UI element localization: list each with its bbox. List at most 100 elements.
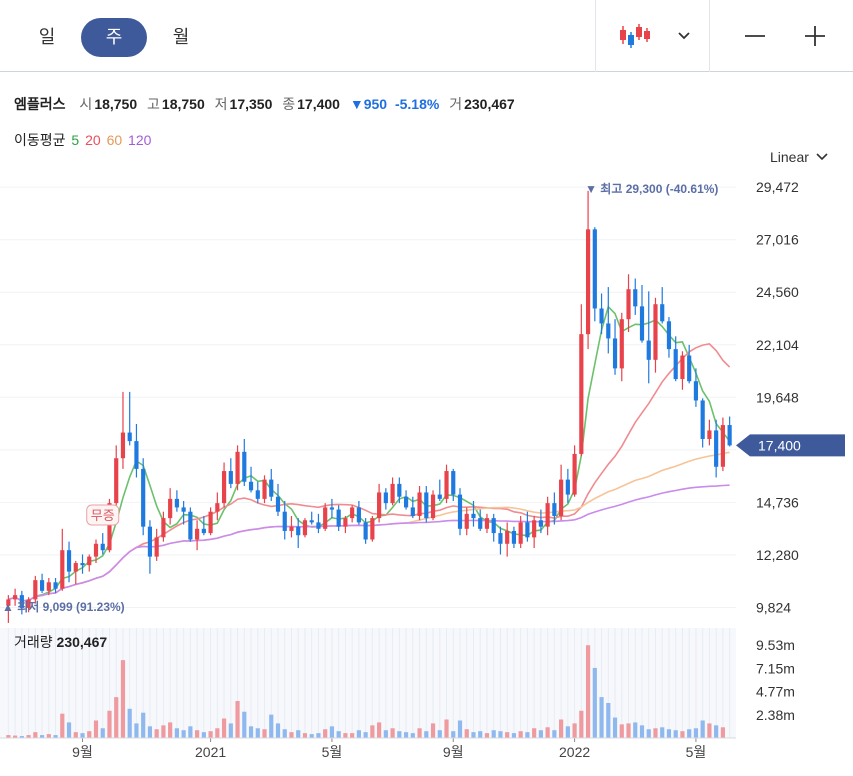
candle-body bbox=[53, 582, 58, 589]
x-tick-label: 9월 bbox=[443, 744, 464, 760]
candle-body bbox=[235, 451, 240, 484]
volume-bar bbox=[451, 731, 456, 738]
event-badge bbox=[86, 504, 120, 526]
volume-bar bbox=[26, 735, 31, 738]
candle-body bbox=[6, 599, 11, 606]
volume-bar bbox=[343, 733, 348, 738]
volume-bar bbox=[410, 733, 415, 738]
chart-type-dropdown[interactable] bbox=[670, 0, 698, 72]
volume-bar bbox=[599, 697, 604, 738]
current-price-marker bbox=[736, 434, 845, 457]
tab-month[interactable]: 월 bbox=[172, 27, 190, 47]
ma-60: 60 bbox=[106, 132, 123, 148]
candle-body bbox=[511, 530, 517, 544]
low-value: 17,350 bbox=[229, 96, 273, 112]
candle-body bbox=[599, 308, 604, 324]
volume-bar bbox=[201, 732, 206, 738]
volume-bar bbox=[275, 723, 281, 738]
candle-body bbox=[181, 507, 186, 512]
volume-bar bbox=[181, 730, 186, 738]
candle-body bbox=[215, 503, 220, 512]
candle-body bbox=[525, 522, 530, 538]
volume-bar bbox=[255, 728, 260, 738]
volume-bar bbox=[141, 712, 146, 738]
price-tick-label: 24,560 bbox=[756, 284, 799, 300]
volume-bars bbox=[6, 645, 725, 738]
tab-week[interactable]: 주 bbox=[81, 18, 147, 57]
candle-body bbox=[262, 479, 267, 499]
high-annotation: ▼ 최고 29,300 (-40.61%) bbox=[585, 181, 718, 196]
candle-body bbox=[370, 518, 375, 540]
volume-bar bbox=[626, 723, 631, 738]
volume-bar bbox=[262, 729, 267, 738]
candle-body bbox=[221, 471, 227, 504]
candle-body bbox=[471, 513, 476, 519]
volume-bar bbox=[363, 732, 368, 738]
candle-body bbox=[592, 229, 597, 309]
volume-bar bbox=[707, 723, 712, 738]
candle-body bbox=[451, 471, 456, 495]
candle-body bbox=[356, 507, 361, 523]
volume-bar bbox=[235, 701, 240, 738]
candle-body bbox=[538, 520, 543, 527]
candle-body bbox=[660, 304, 665, 322]
candle-body bbox=[619, 319, 624, 369]
zoom-out-button[interactable] bbox=[735, 0, 775, 72]
volume-bar bbox=[478, 731, 483, 738]
volume-bar bbox=[646, 729, 651, 738]
tab-day[interactable]: 일 bbox=[38, 27, 56, 47]
candle-body bbox=[39, 580, 45, 591]
candle-body bbox=[201, 528, 206, 534]
candle-body bbox=[350, 507, 355, 519]
volume-bar bbox=[565, 726, 570, 738]
candle-body bbox=[410, 507, 415, 516]
volume-bar bbox=[518, 731, 523, 738]
candle-body bbox=[653, 304, 658, 360]
volume-value: 230,467 bbox=[464, 96, 515, 112]
volume-bar bbox=[100, 728, 105, 738]
volume-bar bbox=[633, 722, 638, 738]
volume-bar bbox=[282, 729, 287, 738]
candle-body bbox=[87, 556, 92, 566]
chart-toolbar: 일 주 월 bbox=[0, 0, 853, 72]
candle-body bbox=[397, 483, 402, 497]
volume-bar bbox=[464, 729, 469, 738]
scale-selector[interactable]: Linear bbox=[770, 149, 829, 165]
chart-type-button[interactable] bbox=[612, 0, 656, 72]
open-value: 18,750 bbox=[94, 96, 138, 112]
candle-body bbox=[720, 425, 725, 467]
price-tick-label: 12,280 bbox=[756, 547, 799, 563]
candle-body bbox=[377, 492, 382, 519]
candle-body bbox=[430, 494, 436, 519]
zoom-in-button[interactable] bbox=[795, 0, 835, 72]
volume-bar bbox=[572, 723, 577, 738]
volume-panel-title: 거래량 bbox=[14, 634, 53, 650]
volume-bar bbox=[329, 726, 335, 738]
volume-bar bbox=[619, 724, 624, 738]
low-annotation: ▲ 최저 9,099 (91.23%) bbox=[2, 599, 125, 614]
candle-body bbox=[242, 451, 247, 482]
volume-bar bbox=[444, 719, 449, 738]
volume-bar bbox=[309, 734, 314, 738]
volume-bar bbox=[673, 730, 678, 738]
volume-bar bbox=[700, 720, 705, 738]
volume-bar bbox=[484, 733, 490, 738]
candle-body bbox=[559, 479, 564, 516]
candle-body bbox=[552, 503, 557, 516]
volume-bar bbox=[511, 733, 517, 738]
volume-bar bbox=[639, 725, 645, 738]
volume-bar bbox=[316, 733, 321, 738]
ma-5: 5 bbox=[71, 132, 80, 148]
candle-body bbox=[444, 471, 449, 499]
x-tick-label: 5월 bbox=[686, 744, 707, 760]
volume-bar bbox=[545, 727, 550, 738]
ma-120-line bbox=[8, 484, 730, 602]
candle-body bbox=[19, 595, 24, 608]
candle-body bbox=[390, 483, 395, 504]
price-tick-label: 19,648 bbox=[756, 389, 799, 405]
volume-bar bbox=[39, 735, 45, 738]
close-label: 종 bbox=[282, 96, 296, 112]
volume-bar bbox=[498, 731, 503, 738]
candle-body bbox=[585, 229, 591, 335]
